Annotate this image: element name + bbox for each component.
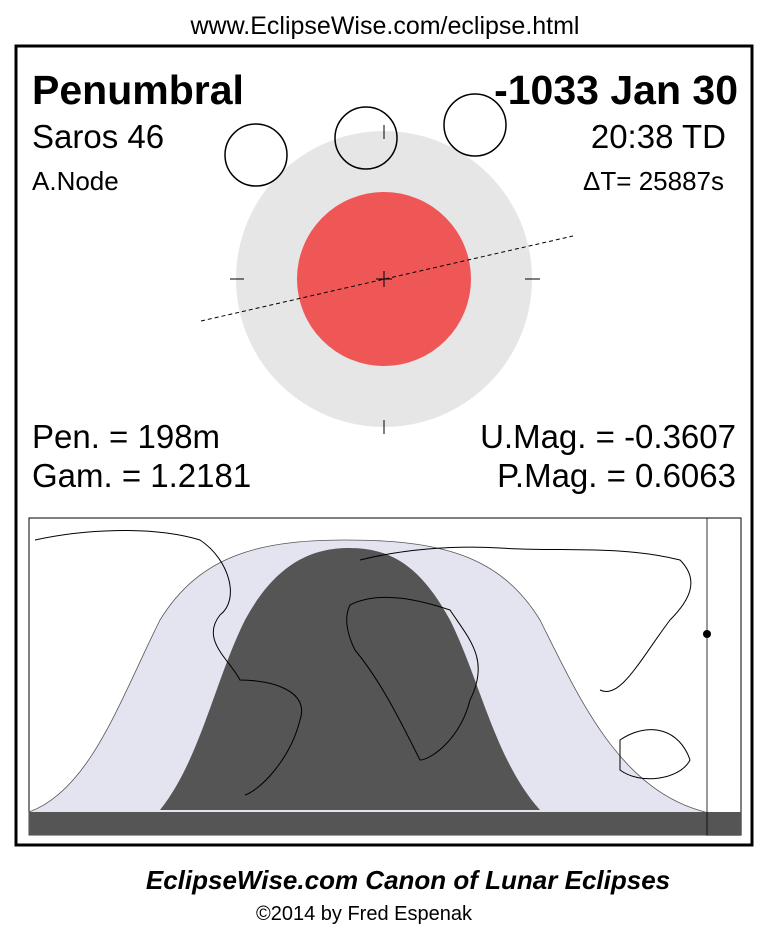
delta-t: ΔT= 25887s bbox=[583, 166, 724, 196]
frame bbox=[14, 44, 754, 847]
gam: Gam. = 1.2181 bbox=[32, 457, 251, 494]
node: A.Node bbox=[32, 166, 119, 196]
moon-path bbox=[200, 235, 574, 322]
map bbox=[28, 517, 742, 836]
footer-title: EclipseWise.com Canon of Lunar Eclipses bbox=[146, 865, 670, 895]
ticks bbox=[230, 125, 540, 434]
moons bbox=[224, 93, 507, 187]
pmag: P.Mag. = 0.6063 bbox=[497, 457, 736, 494]
eclipse-type: Penumbral bbox=[32, 67, 244, 113]
umag: U.Mag. = -0.3607 bbox=[480, 418, 736, 455]
pen: Pen. = 198m bbox=[32, 418, 220, 455]
time: 20:38 TD bbox=[591, 118, 726, 155]
eclipse-date: -1033 Jan 30 bbox=[494, 67, 738, 113]
saros: Saros 46 bbox=[32, 118, 164, 155]
url: www.EclipseWise.com/eclipse.html bbox=[190, 12, 580, 40]
copyright: ©2014 by Fred Espenak bbox=[256, 903, 473, 925]
